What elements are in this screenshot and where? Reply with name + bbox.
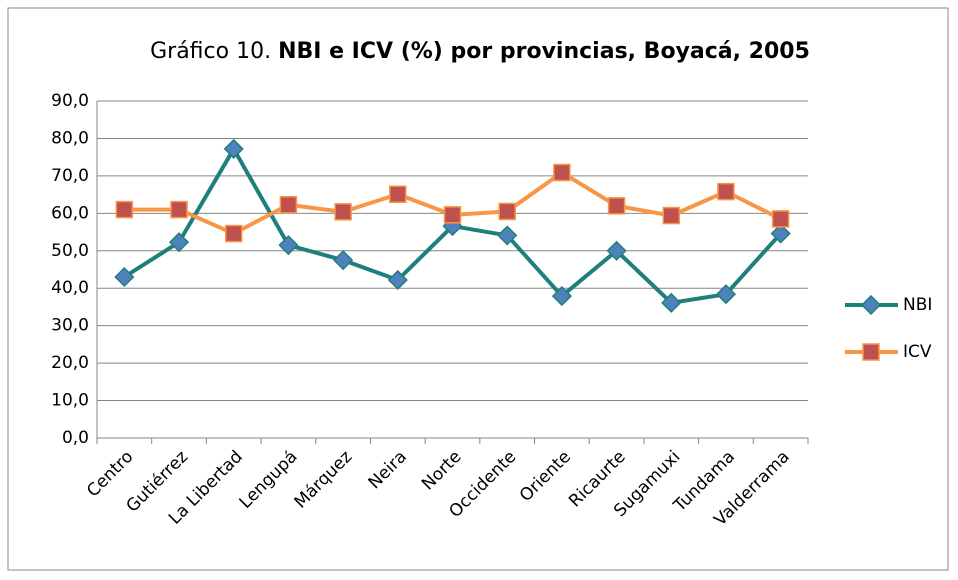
y-tick-label: 30,0 <box>51 316 89 336</box>
title-prefix: Gráfico 10. <box>150 39 271 64</box>
marker <box>607 197 626 215</box>
marker <box>114 266 135 288</box>
y-tick-label: 0,0 <box>62 428 89 448</box>
marker <box>715 284 737 305</box>
marker <box>498 202 516 221</box>
y-tick-label: 40,0 <box>51 278 89 298</box>
title-main: NBI e ICV (%) por provincias, Boyacá, 20… <box>278 39 810 64</box>
y-tick-label: 70,0 <box>51 166 89 186</box>
y-tick-label: 60,0 <box>51 203 89 223</box>
y-tick-label: 80,0 <box>51 128 89 148</box>
marker <box>662 206 681 225</box>
marker <box>606 240 627 261</box>
legend-marker <box>862 343 880 361</box>
marker <box>770 223 791 244</box>
marker <box>387 269 408 291</box>
marker <box>170 200 188 219</box>
y-tick-label: 20,0 <box>51 353 89 373</box>
marker <box>115 200 134 219</box>
legend-label: NBI <box>903 295 932 315</box>
marker <box>389 185 407 203</box>
marker <box>443 206 462 224</box>
y-tick-label: 10,0 <box>51 391 89 411</box>
chart-frame <box>7 7 949 571</box>
marker <box>771 210 790 228</box>
marker <box>551 286 572 307</box>
marker <box>553 163 571 182</box>
chart-title: Gráfico 10. NBI e ICV (%) por provincias… <box>150 39 810 64</box>
marker <box>333 250 354 271</box>
y-tick-label: 50,0 <box>51 241 89 261</box>
marker <box>278 235 299 256</box>
marker <box>334 203 352 221</box>
marker <box>223 138 244 159</box>
legend-label: ICV <box>903 342 932 362</box>
y-tick-label: 90,0 <box>51 91 89 111</box>
marker <box>661 292 682 313</box>
legend-marker <box>860 294 882 316</box>
marker <box>497 225 518 246</box>
marker <box>224 224 243 243</box>
marker <box>279 195 298 214</box>
marker <box>717 182 735 201</box>
marker <box>168 232 190 253</box>
